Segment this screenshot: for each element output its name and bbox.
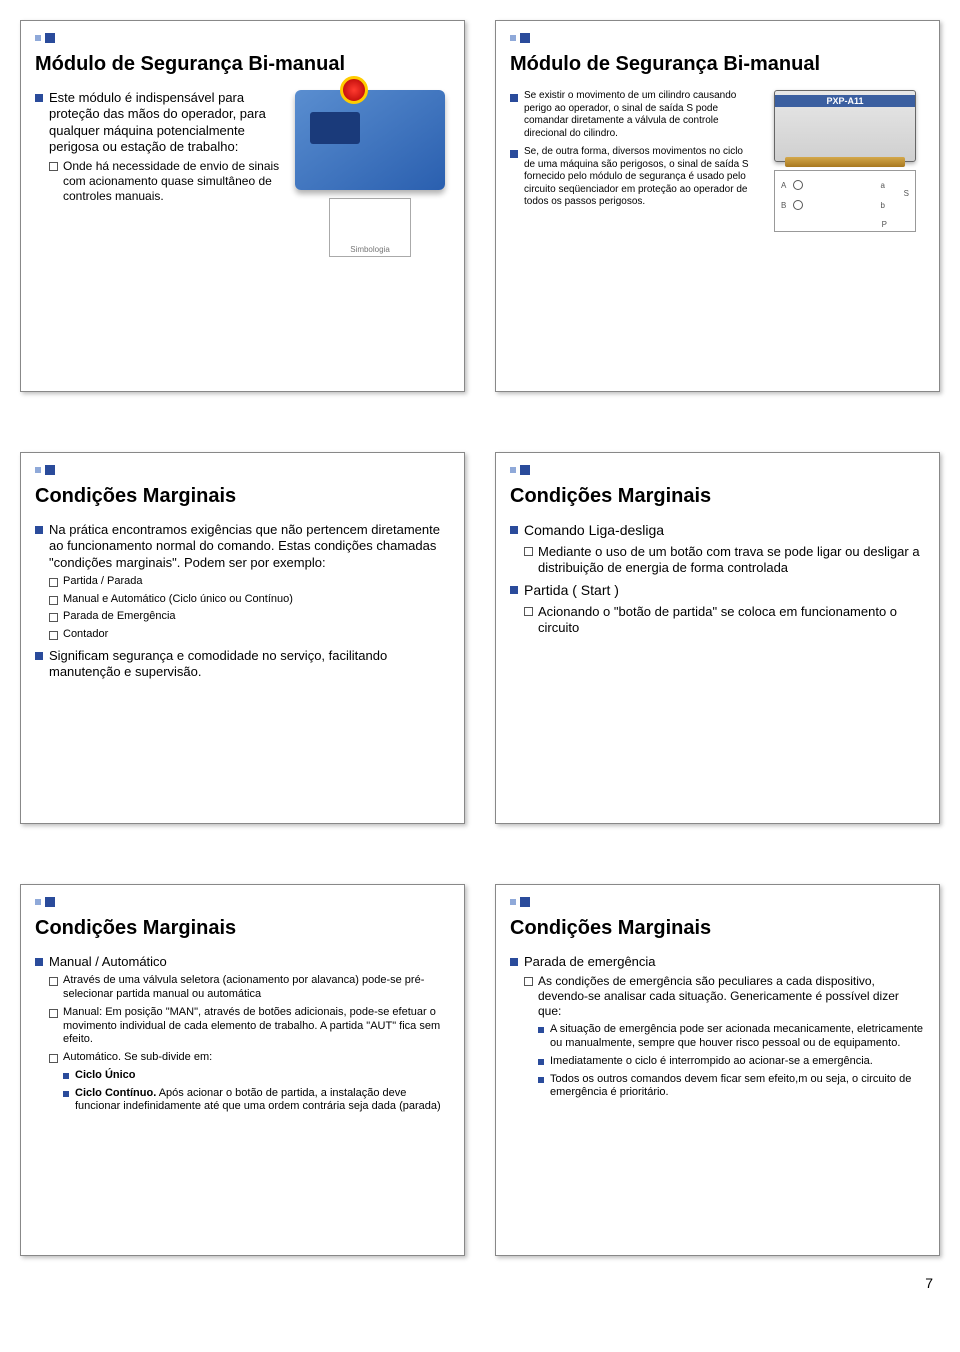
decor-icon bbox=[510, 33, 925, 43]
bullet-list: Parada de emergência As condições de eme… bbox=[510, 954, 925, 1106]
bullet-list: Na prática encontramos exigências que nã… bbox=[35, 522, 450, 686]
bullet-text: Parada de emergência bbox=[524, 954, 656, 969]
bullet-list: Manual / Automático Através de uma válvu… bbox=[35, 954, 450, 1120]
sub-bullet: Através de uma válvula seletora (acionam… bbox=[49, 974, 450, 1002]
bullet-list: Comando Liga-desliga Mediante o uso de u… bbox=[510, 522, 925, 642]
slide-title: Condições Marginais bbox=[510, 485, 925, 508]
sub-bullet: Automático. Se sub-divide em: bbox=[63, 1051, 212, 1063]
bullet-text: Comando Liga-desliga bbox=[524, 522, 664, 538]
sub-bullet: Parada de Emergência bbox=[49, 610, 450, 624]
slide-3: Condições Marginais Na prática encontram… bbox=[20, 452, 465, 824]
slide-6: Condições Marginais Parada de emergência… bbox=[495, 884, 940, 1256]
bullet-text: Se, de outra forma, diversos movimentos … bbox=[510, 146, 755, 209]
bullet-text: Este módulo é indispensável para proteçã… bbox=[49, 90, 266, 154]
sub-bullet: Manual: Em posição "MAN", através de bot… bbox=[49, 1006, 450, 1047]
slide-title: Condições Marginais bbox=[35, 917, 450, 940]
sub-sub-bullet: Ciclo Contínuo. Após acionar o botão de … bbox=[63, 1087, 450, 1115]
slide-grid: Módulo de Segurança Bi-manual Este módul… bbox=[20, 20, 940, 1256]
bullet-text: Na prática encontramos exigências que nã… bbox=[49, 522, 440, 570]
decor-icon bbox=[510, 897, 925, 907]
slide-title: Módulo de Segurança Bi-manual bbox=[510, 53, 925, 76]
device-icon bbox=[295, 90, 445, 190]
module-icon bbox=[774, 90, 916, 162]
bullet-text: Manual / Automático bbox=[49, 954, 167, 969]
slide-2: Módulo de Segurança Bi-manual Se existir… bbox=[495, 20, 940, 392]
bullet-text: Significam segurança e comodidade no ser… bbox=[35, 648, 450, 681]
sub-bullet: Acionando o "botão de partida" se coloca… bbox=[524, 604, 925, 637]
sub-bullet: Manual e Automático (Ciclo único ou Cont… bbox=[49, 593, 450, 607]
slide-title: Módulo de Segurança Bi-manual bbox=[35, 53, 450, 76]
sub-bullet: Onde há necessidade de envio de sinais c… bbox=[49, 159, 280, 204]
bullet-text: Se existir o movimento de um cilindro ca… bbox=[510, 90, 755, 140]
device-image: Simbologia bbox=[290, 90, 450, 257]
bullet-text: Partida ( Start ) bbox=[524, 582, 619, 598]
module-image: AB ab SP bbox=[765, 90, 925, 232]
slide-4: Condições Marginais Comando Liga-desliga… bbox=[495, 452, 940, 824]
slide-1: Módulo de Segurança Bi-manual Este módul… bbox=[20, 20, 465, 392]
slide-5: Condições Marginais Manual / Automático … bbox=[20, 884, 465, 1256]
sub-sub-bullet: A situação de emergência pode ser aciona… bbox=[538, 1023, 925, 1051]
page-number: 7 bbox=[925, 1275, 933, 1291]
decor-icon bbox=[510, 465, 925, 475]
decor-icon bbox=[35, 897, 450, 907]
sub-bullet: Contador bbox=[49, 628, 450, 642]
sub-bullet: Mediante o uso de um botão com trava se … bbox=[524, 544, 925, 577]
sub-sub-bullet: Imediatamente o ciclo é interrompido ao … bbox=[538, 1055, 925, 1069]
sub-bullet: As condições de emergência são peculiare… bbox=[538, 974, 899, 1018]
sub-bullet: Partida / Parada bbox=[49, 575, 450, 589]
symbology-box: Simbologia bbox=[329, 198, 411, 257]
decor-icon bbox=[35, 465, 450, 475]
decor-icon bbox=[35, 33, 450, 43]
sub-sub-bullet: Ciclo Único bbox=[63, 1069, 450, 1083]
slide-title: Condições Marginais bbox=[510, 917, 925, 940]
bullet-list: Este módulo é indispensável para proteçã… bbox=[35, 90, 280, 204]
slide-title: Condições Marginais bbox=[35, 485, 450, 508]
bullet-list: Se existir o movimento de um cilindro ca… bbox=[510, 90, 755, 209]
schematic-diagram: AB ab SP bbox=[774, 170, 916, 232]
sub-sub-bullet: Todos os outros comandos devem ficar sem… bbox=[538, 1073, 925, 1101]
